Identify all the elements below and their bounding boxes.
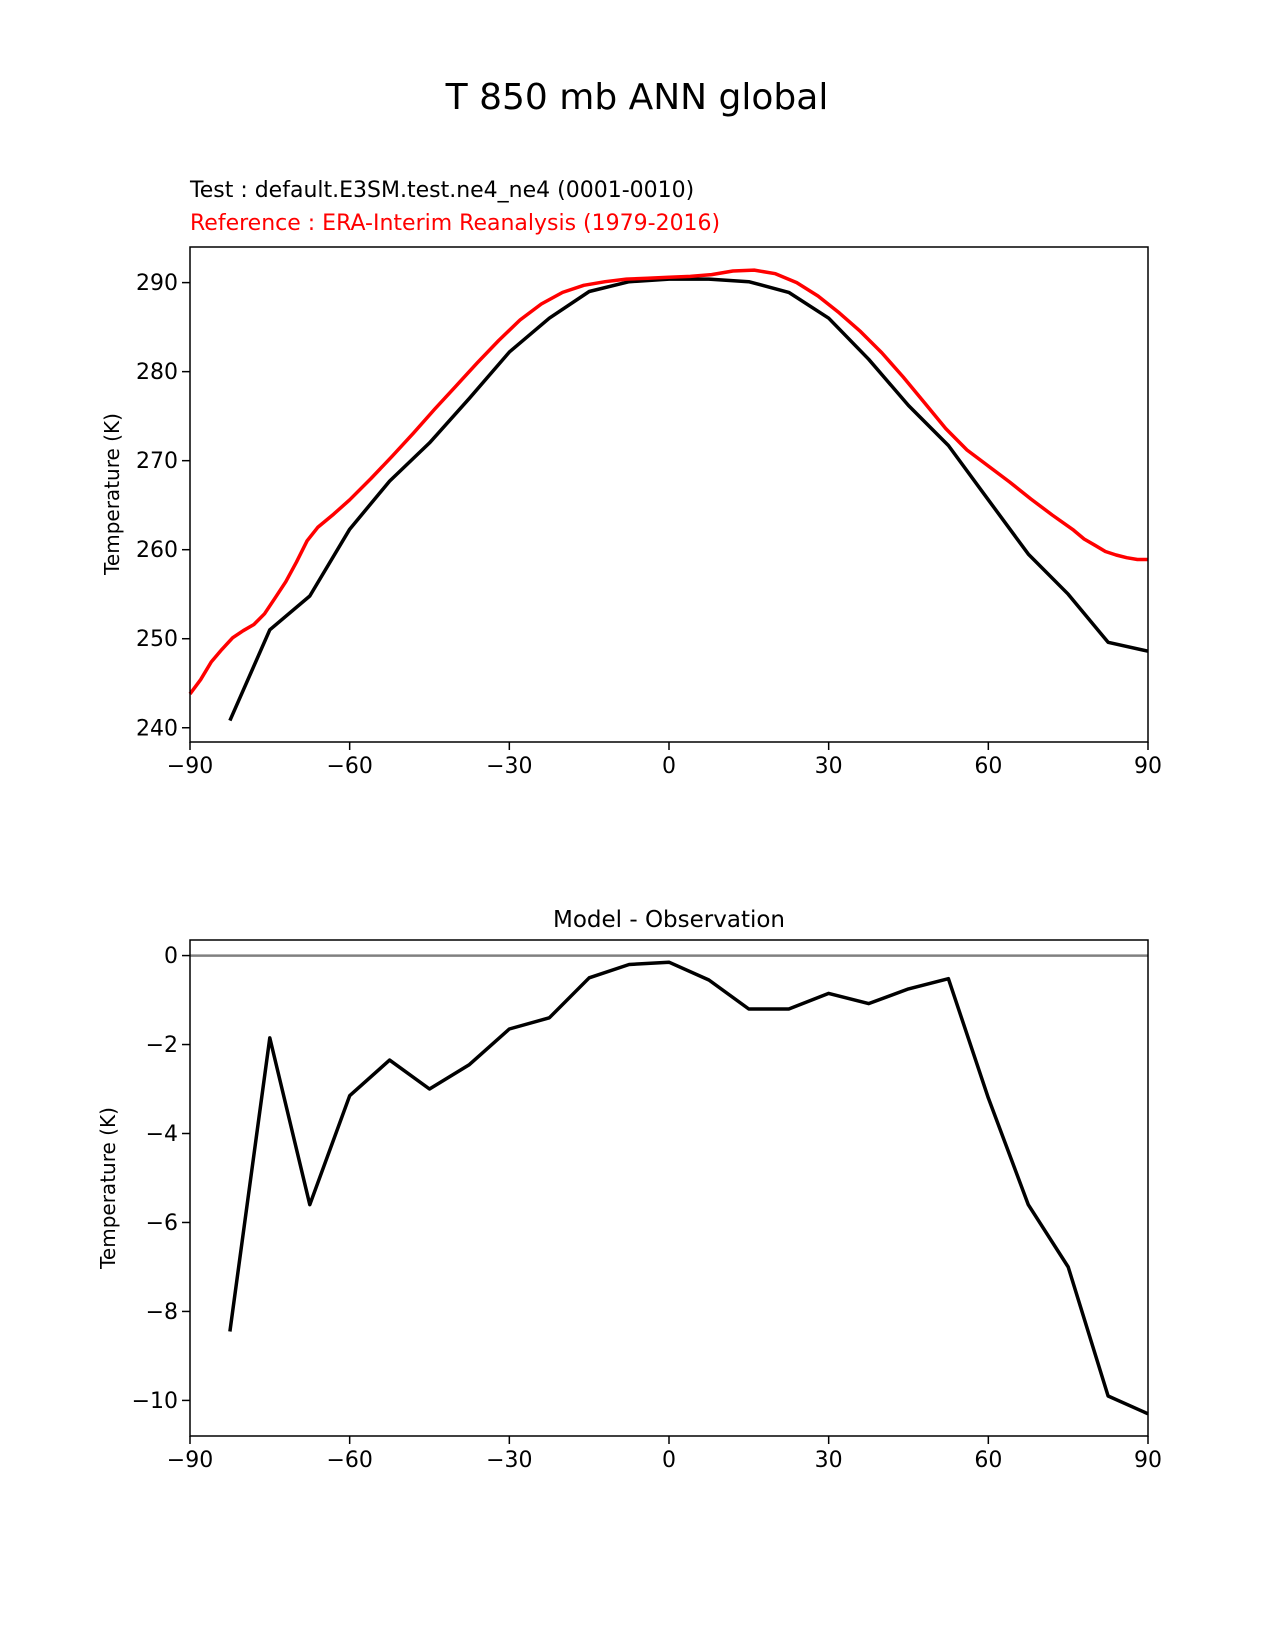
bottom-y-tick-label: −6: [146, 1211, 178, 1236]
top-x-tick-label: 60: [974, 754, 1002, 779]
bottom-x-tick-label: 60: [974, 1448, 1002, 1473]
top-x-tick-label: −60: [326, 754, 372, 779]
top-x-tick-label: 0: [662, 754, 676, 779]
reference-label: Reference : ERA-Interim Reanalysis (1979…: [190, 211, 720, 236]
bottom-y-tick-label: −4: [146, 1122, 178, 1147]
bottom-x-tick-label: −60: [326, 1448, 372, 1473]
bottom-plot-title: Model - Observation: [553, 907, 785, 933]
test-label: Test : default.E3SM.test.ne4_ne4 (0001-0…: [189, 178, 694, 203]
top-test-line: [228, 277, 1149, 722]
bottom-x-tick-label: 30: [815, 1448, 843, 1473]
bottom-plot-frame: [189, 939, 1149, 1437]
top-y-tick-label: 270: [136, 449, 178, 474]
top-ticks: −90 −60 −30 0 30 60 90 240 250 260 270 280 290: [136, 271, 1162, 779]
bottom-plot: Model - Observation Temperature (K) −90−…: [96, 907, 1162, 1473]
top-plot: Test : default.E3SM.test.ne4_ne4 (0001-0…: [100, 178, 1162, 779]
top-y-tick-label: 240: [136, 716, 178, 741]
bottom-y-tick-label: −8: [146, 1300, 178, 1325]
top-y-tick-label: 290: [136, 271, 178, 296]
bottom-y-tick-label: 0: [164, 944, 178, 969]
bottom-x-tick-label: 90: [1134, 1448, 1162, 1473]
bottom-model-observation-line: [228, 960, 1149, 1416]
top-y-tick-label: 280: [136, 360, 178, 385]
top-reference-line: [188, 268, 1148, 695]
top-x-tick-label: 90: [1134, 754, 1162, 779]
bottom-y-tick-label: −2: [146, 1033, 178, 1058]
top-plot-frame: [189, 246, 1149, 743]
bottom-y-tick-label: −10: [132, 1389, 178, 1414]
top-lines: [188, 268, 1149, 722]
figure-title: T 850 mb ANN global: [445, 77, 829, 118]
top-y-tick-label: 260: [136, 538, 178, 563]
bottom-ticks: −90 −60 −30 0 30 60 90 0 −2 −4 −6 −8 −10: [132, 944, 1162, 1473]
top-x-tick-label: −30: [486, 754, 532, 779]
bottom-x-tick-label: −90: [167, 1448, 213, 1473]
bottom-x-tick-label: −30: [486, 1448, 532, 1473]
bottom-x-tick-label: 0: [662, 1448, 676, 1473]
top-y-tick-label: 250: [136, 627, 178, 652]
bottom-y-axis-label: Temperature (K): [96, 1107, 120, 1270]
bottom-lines: [190, 954, 1149, 1416]
top-x-tick-label: −90: [167, 754, 213, 779]
top-x-tick-label: 30: [815, 754, 843, 779]
top-y-axis-label: Temperature (K): [100, 413, 124, 576]
